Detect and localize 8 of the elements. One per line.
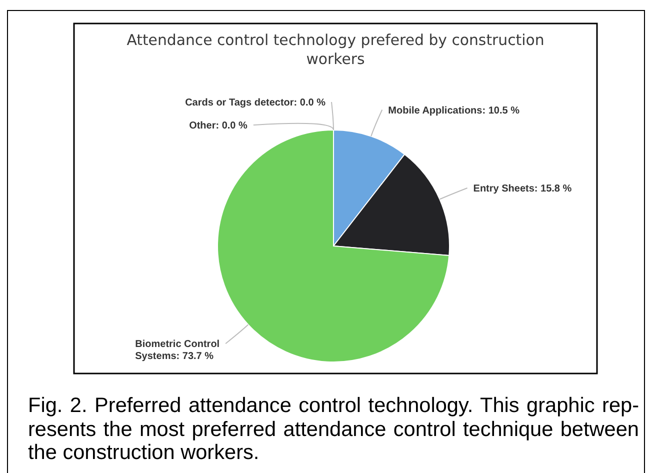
- caption: Fig. 2. Preferred attendance control technology. This graphic rep-resents the most preferred attendance control technique between the construction workers.: [28, 394, 639, 464]
- category-label: Other: 0.0 %: [189, 120, 248, 132]
- chart-title: Attendance control technology prefered by construction workers: [126, 31, 544, 68]
- slice-label: Biometric Control Systems: 73.7 %: [135, 339, 220, 362]
- slice-label: Entry Sheets: 15.8 %: [473, 183, 572, 194]
- pie-slice: [217, 130, 450, 362]
- slice-label: Mobile Applications: 10.5 %: [388, 105, 520, 116]
- category-label: Cards or Tags detector: 0.0 %: [185, 98, 326, 108]
